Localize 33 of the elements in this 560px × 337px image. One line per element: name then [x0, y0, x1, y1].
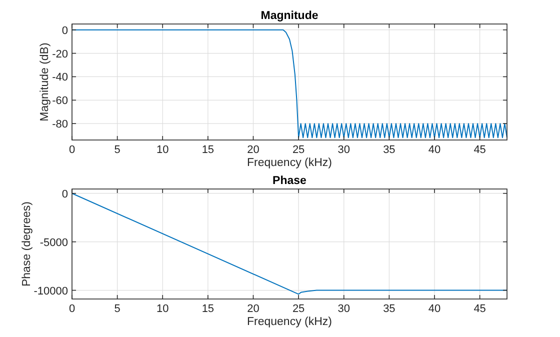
- x-tick-label: 25: [292, 303, 305, 315]
- x-tick-label: 5: [114, 303, 120, 315]
- y-tick-label: 0: [62, 24, 68, 37]
- chart-title: Magnitude: [260, 10, 318, 22]
- y-tick-label: -40: [52, 72, 68, 84]
- x-tick-label: 25: [292, 144, 305, 156]
- x-tick-label: 15: [202, 303, 214, 315]
- x-tick-label: 15: [202, 144, 214, 156]
- x-tick-label: 40: [428, 144, 441, 156]
- x-tick-label: 10: [156, 144, 169, 156]
- y-tick-label: -10000: [34, 285, 68, 298]
- x-axis-title: Frequency (kHz): [247, 316, 332, 328]
- y-axis-title: Magnitude (dB): [39, 42, 51, 122]
- x-tick-label: 40: [428, 303, 441, 315]
- x-axis-title: Frequency (kHz): [247, 157, 332, 169]
- y-tick-label: 0: [62, 188, 68, 200]
- y-axis-title: Phase (degrees): [21, 201, 33, 287]
- y-tick-label: -80: [52, 118, 68, 131]
- chart-title: Phase: [272, 175, 306, 187]
- x-tick-label: 35: [383, 303, 396, 315]
- x-tick-label: 45: [474, 303, 486, 315]
- y-tick-label: -60: [52, 95, 68, 108]
- x-tick-label: 30: [338, 144, 350, 156]
- x-tick-label: 5: [114, 144, 120, 156]
- x-tick-label: 30: [338, 303, 350, 315]
- x-tick-label: 20: [247, 144, 260, 156]
- line-series: [72, 192, 508, 295]
- x-tick-label: 45: [474, 144, 486, 156]
- x-tick-label: 20: [247, 303, 260, 315]
- y-tick-label: -20: [52, 48, 68, 60]
- y-tick-label: -5000: [40, 236, 68, 249]
- x-tick-label: 35: [383, 144, 396, 156]
- x-tick-label: 10: [156, 303, 169, 315]
